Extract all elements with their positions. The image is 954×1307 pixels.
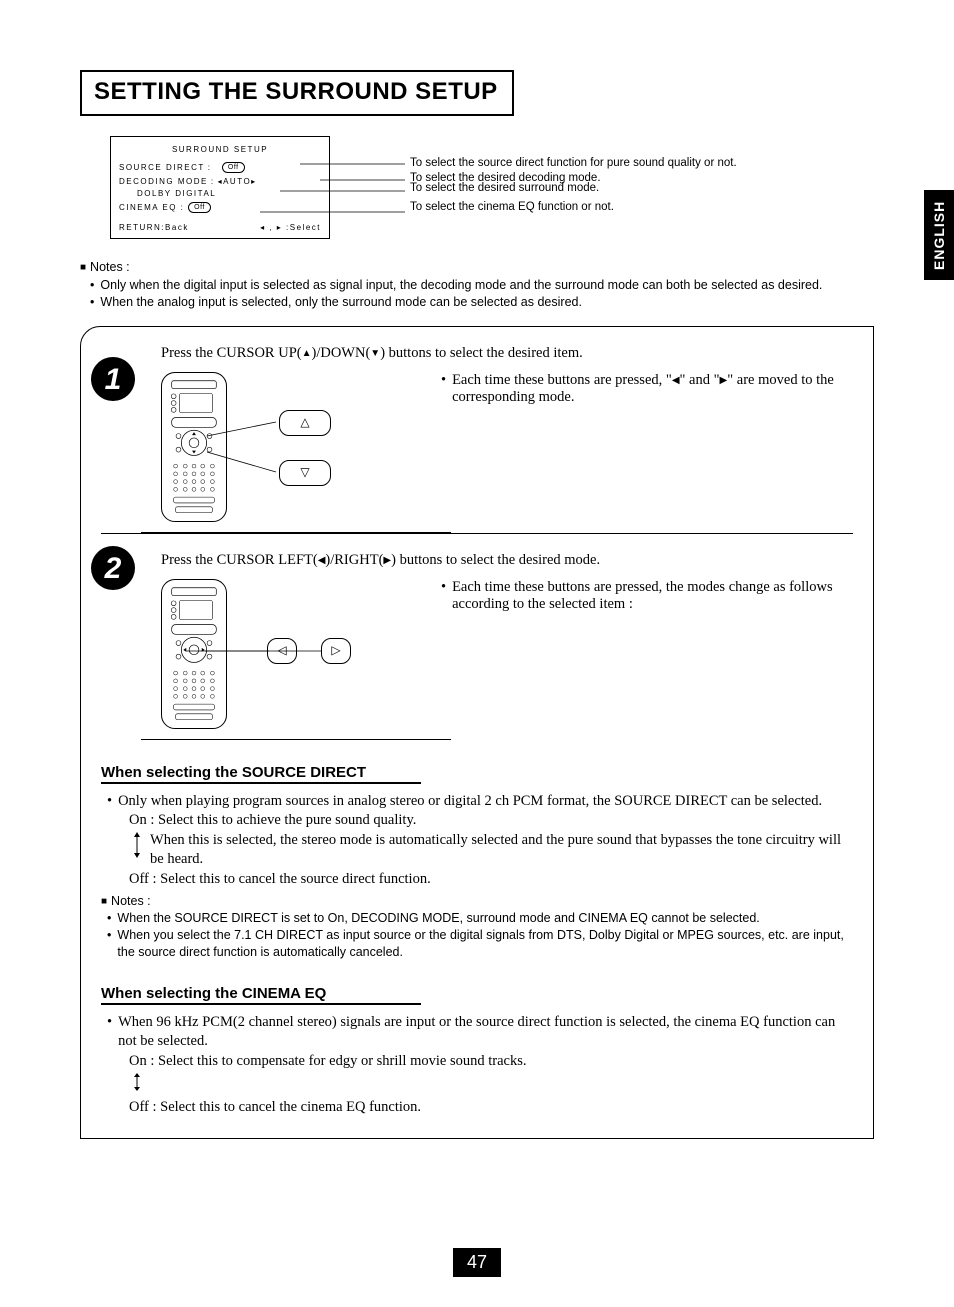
osd-title: SURROUND SETUP xyxy=(119,145,321,154)
sd-off-line: Off : Select this to cancel the source d… xyxy=(129,870,853,890)
remote-illustration: ◁ ▷ xyxy=(161,579,421,729)
updown-arrow-icon xyxy=(129,1072,145,1099)
notes-heading: Notes : xyxy=(80,259,874,277)
subsection-title: When selecting the CINEMA EQ xyxy=(101,985,421,1005)
triangle-down-icon: ▼ xyxy=(370,348,380,359)
callouts: To select the source direct function for… xyxy=(410,136,737,213)
note-item: When the analog input is selected, only … xyxy=(90,294,874,312)
subsection-source-direct: When selecting the SOURCE DIRECT Only wh… xyxy=(101,764,853,961)
note-item: When you select the 7.1 CH DIRECT as inp… xyxy=(107,927,853,961)
osd-footer-left: RETURN:Back xyxy=(119,223,189,232)
ce-bullet: When 96 kHz PCM(2 channel stereo) signal… xyxy=(107,1013,853,1052)
sd-on-detail: When this is selected, the stereo mode i… xyxy=(150,831,853,870)
osd-footer-right: ◂ , ▸ :Select xyxy=(260,223,321,232)
svg-text:2: 2 xyxy=(104,552,122,585)
triangle-up-icon: ▲ xyxy=(302,348,312,359)
callout: To select the source direct function for… xyxy=(410,157,737,169)
steps-frame: 1 Press the CURSOR UP(▲)/DOWN(▼) buttons… xyxy=(80,326,874,1139)
subsection-title: When selecting the SOURCE DIRECT xyxy=(101,764,421,784)
page-number: 47 xyxy=(453,1248,501,1277)
notes-heading: Notes : xyxy=(101,894,151,908)
sd-on-line: On : Select this to achieve the pure sou… xyxy=(129,811,853,831)
page-title: SETTING THE SURROUND SETUP xyxy=(94,78,498,105)
osd-area: SURROUND SETUP SOURCE DIRECT : Off DECOD… xyxy=(80,136,874,239)
step-2: 2 Press the CURSOR LEFT(◀)/RIGHT(▶) butt… xyxy=(101,533,853,740)
cursor-left-button: ◁ xyxy=(267,638,297,664)
triangle-left-icon: ◀ xyxy=(672,375,680,386)
step-1: 1 Press the CURSOR UP(▲)/DOWN(▼) buttons… xyxy=(101,345,853,533)
osd-value-pill: Off xyxy=(222,162,245,173)
subsection-cinema-eq: When selecting the CINEMA EQ When 96 kHz… xyxy=(101,985,853,1118)
osd-value-pill: Off xyxy=(188,202,211,213)
osd-label: DOLBY DIGITAL xyxy=(137,189,216,198)
remote-illustration: △ ▽ xyxy=(161,372,421,522)
step-desc: Each time these buttons are pressed, "◀"… xyxy=(441,372,853,406)
step-desc: Each time these buttons are pressed, the… xyxy=(441,579,853,613)
notes-top: Notes : Only when the digital input is s… xyxy=(80,259,874,312)
page-title-box: SETTING THE SURROUND SETUP xyxy=(80,70,514,116)
ce-on-line: On : Select this to compensate for edgy … xyxy=(129,1052,853,1072)
osd-value-lr: ◂AUTO▸ xyxy=(218,177,257,186)
osd-row-dolby: DOLBY DIGITAL xyxy=(137,189,321,198)
callout: To select the desired surround mode. xyxy=(410,182,737,194)
note-item: When the SOURCE DIRECT is set to On, DEC… xyxy=(107,910,853,927)
osd-row-decoding-mode: DECODING MODE : ◂AUTO▸ xyxy=(119,177,321,186)
step-text: Press the CURSOR UP(▲)/DOWN(▼) buttons t… xyxy=(161,345,853,362)
step-number-2: 2 xyxy=(89,544,137,592)
svg-text:1: 1 xyxy=(105,363,122,396)
osd-label: DECODING MODE xyxy=(119,177,208,186)
osd-label: CINEMA EQ : xyxy=(119,203,184,212)
updown-arrow-icon xyxy=(129,831,144,870)
osd-row-cinema-eq: CINEMA EQ : Off xyxy=(119,202,321,213)
cursor-right-button: ▷ xyxy=(321,638,351,664)
cursor-up-button: △ xyxy=(279,410,331,436)
osd-footer: RETURN:Back ◂ , ▸ :Select xyxy=(119,223,321,232)
ce-off-line: Off : Select this to cancel the cinema E… xyxy=(129,1098,853,1118)
osd-row-source-direct: SOURCE DIRECT : Off xyxy=(119,162,321,173)
callout: To select the cinema EQ function or not. xyxy=(410,201,737,213)
step-number-1: 1 xyxy=(89,355,137,403)
cursor-down-button: ▽ xyxy=(279,460,331,486)
osd-label: SOURCE DIRECT xyxy=(119,163,205,172)
language-tab: ENGLISH xyxy=(924,190,954,280)
triangle-right-icon: ▶ xyxy=(383,555,391,566)
osd-box: SURROUND SETUP SOURCE DIRECT : Off DECOD… xyxy=(110,136,330,239)
sd-bullet: Only when playing program sources in ana… xyxy=(107,792,853,812)
step-text: Press the CURSOR LEFT(◀)/RIGHT(▶) button… xyxy=(161,552,853,569)
note-item: Only when the digital input is selected … xyxy=(90,277,874,295)
